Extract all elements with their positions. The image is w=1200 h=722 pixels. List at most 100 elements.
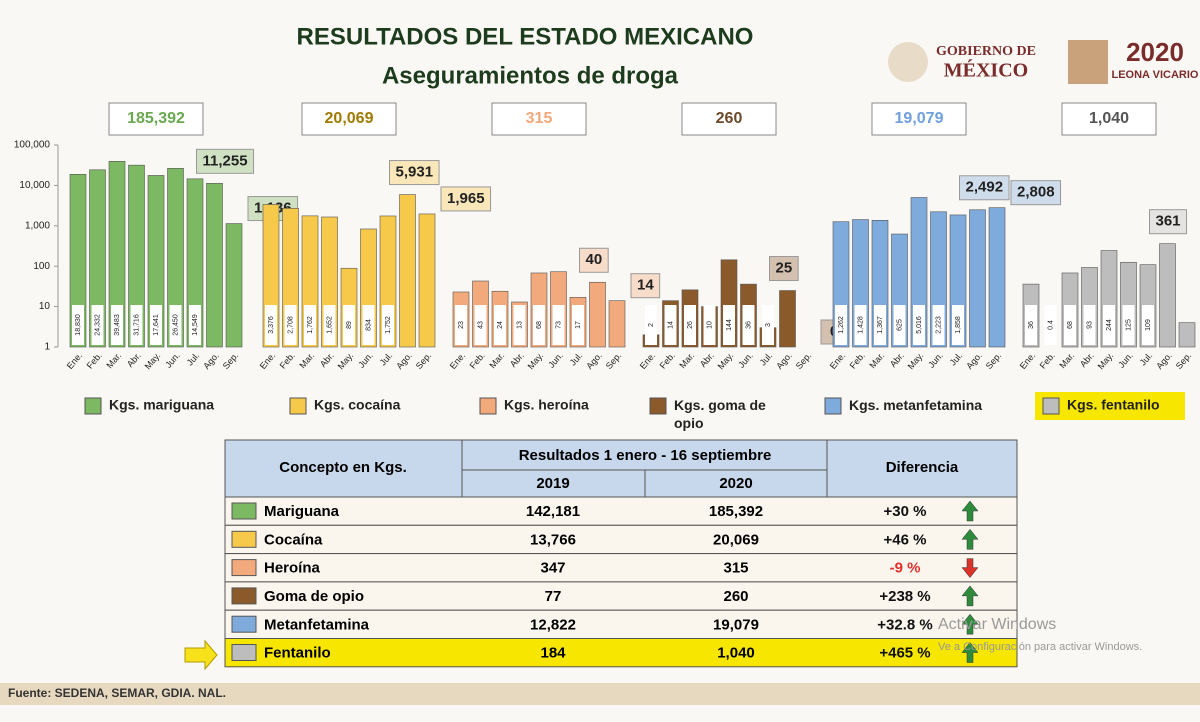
row-name: Fentanilo: [264, 645, 331, 662]
trend-arrow: [961, 585, 979, 607]
value-box: [474, 305, 487, 345]
value-label: 68: [1067, 321, 1074, 329]
total-box: [491, 102, 587, 136]
watermark: Ve a Configuración para activar Windows.: [938, 641, 1142, 653]
callout-box: [1010, 180, 1062, 206]
value-box: [664, 305, 677, 345]
bar: [1178, 322, 1196, 348]
value-box: [893, 305, 906, 345]
chart: 1101001,00010,000100,000185,39218,830Ene…: [14, 102, 1196, 431]
y-tick-label: 100,000: [14, 140, 51, 151]
value-label: 3: [765, 323, 772, 327]
value-callout: 5,931: [396, 164, 434, 181]
legend-label: Kgs. goma de: [674, 397, 766, 413]
row-bg: [224, 524, 1018, 555]
trend-arrow: [961, 500, 979, 522]
value-box: [72, 305, 84, 345]
bar: [418, 213, 436, 348]
trend-arrow: [961, 528, 979, 550]
header-cell: Concepto en Kgs.: [279, 459, 407, 476]
value-box: [835, 305, 847, 345]
value-box: [1044, 305, 1057, 345]
legend-swatch: [84, 397, 102, 415]
total-label: 260: [716, 110, 743, 127]
value-label: 24,332: [94, 314, 101, 336]
value-label: 10: [706, 321, 713, 329]
callout-box: [630, 273, 661, 299]
value-label: 23: [458, 321, 465, 329]
legend-label: Kgs. goma de opio: [674, 397, 766, 431]
diff: +238 %: [879, 588, 930, 605]
trend-arrow: [961, 642, 979, 663]
value-label: 2,708: [287, 316, 294, 334]
value-label: 625: [896, 319, 903, 331]
value-label: 2: [648, 323, 655, 327]
value-box: [150, 305, 162, 345]
year-line: LEONA VICARIO: [1112, 69, 1199, 81]
gov-text: GOBIERNO DE: [936, 44, 1036, 59]
value-box: [1025, 305, 1037, 345]
callout-box: [440, 186, 492, 212]
value-label: 1,367: [877, 316, 884, 334]
value-label: 31,716: [133, 314, 140, 336]
value-label: 5,016: [916, 316, 923, 334]
total-box: [871, 102, 967, 136]
value-box: [1122, 305, 1135, 345]
portrait: [1068, 40, 1108, 84]
value-label: 24: [497, 321, 504, 329]
cell: 19,079: [713, 616, 759, 633]
legend-label: Kgs. metanfetamina: [849, 397, 982, 413]
value-label: 89: [346, 321, 353, 329]
subtitle: Aseguramientos de droga: [382, 62, 679, 89]
legend-label: Kgs. mariguana: [109, 397, 214, 413]
diff: +32.8 %: [877, 616, 932, 633]
value-label: 834: [365, 319, 372, 331]
bar: [167, 168, 184, 348]
cell: 315: [723, 560, 748, 577]
arrow-pointer: [184, 639, 218, 671]
value-box: [169, 305, 182, 345]
value-label: 144: [726, 319, 733, 331]
value-callout: 2,808: [1017, 184, 1055, 201]
total-label: 1,040: [1089, 110, 1129, 127]
value-box: [455, 305, 467, 345]
cell: 184: [540, 645, 566, 662]
value-label: 39,483: [114, 314, 121, 336]
total-box: [681, 102, 777, 136]
total-box: [301, 102, 397, 136]
bar: [988, 207, 1006, 348]
legend-label: Kgs. heroína: [504, 397, 589, 413]
callout-box: [1149, 209, 1188, 235]
bar: [1159, 243, 1176, 348]
bar: [147, 175, 165, 348]
value-label: 18,830: [75, 314, 82, 336]
row-bg: [224, 638, 1018, 668]
cell: 13,766: [530, 531, 576, 548]
value-callout: 40: [586, 251, 603, 268]
cell: 347: [540, 560, 565, 577]
value-label: 3,376: [268, 316, 275, 334]
callout-box: [579, 247, 609, 273]
bar: [128, 164, 145, 348]
legend-highlight: [1035, 392, 1185, 420]
header-cell: Resultados 1 enero - 16 septiembre: [519, 447, 772, 464]
value-callout: 2,492: [966, 179, 1004, 196]
footer-bar: [0, 683, 1200, 705]
value-callout: 361: [1156, 213, 1181, 230]
value-callout: 1,965: [447, 190, 485, 207]
title: RESULTADOS DEL ESTADO MEXICANO: [297, 23, 754, 50]
value-label: 36: [1028, 321, 1035, 329]
row-swatch: [231, 559, 257, 577]
value-box: [130, 305, 143, 345]
gov-text: MÉXICO: [944, 59, 1028, 82]
legend-label: Kgs. fentanilo: [1067, 397, 1160, 413]
value-box: [304, 305, 316, 345]
y-tick-label: 1,000: [25, 220, 50, 231]
row-swatch: [231, 530, 257, 548]
diff: +46 %: [884, 531, 927, 548]
value-label: 1,762: [307, 316, 314, 334]
legend-swatch: [824, 397, 842, 415]
y-tick-label: 100: [33, 261, 50, 272]
value-box: [1083, 305, 1096, 345]
bar: [186, 178, 204, 348]
